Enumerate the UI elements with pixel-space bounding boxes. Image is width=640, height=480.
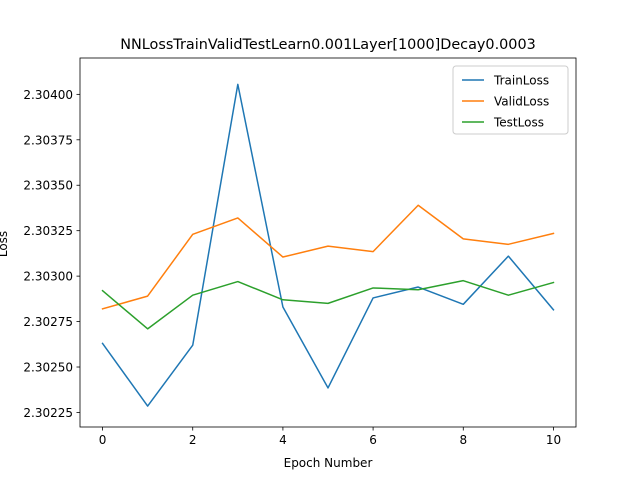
y-tick-label: 2.30250 bbox=[23, 361, 73, 375]
legend-box bbox=[452, 65, 569, 135]
series-line-testloss bbox=[101, 279, 555, 330]
x-tick-label: 4 bbox=[279, 433, 287, 447]
x-axis: 0 2 4 6 8 10 bbox=[99, 427, 561, 447]
legend-label-validloss: ValidLoss bbox=[494, 95, 549, 109]
x-tick-label: 0 bbox=[99, 433, 107, 447]
legend-label-testloss: TestLoss bbox=[493, 116, 544, 130]
x-tick-label: 10 bbox=[546, 433, 561, 447]
series-group bbox=[101, 83, 555, 407]
x-tick-label: 6 bbox=[369, 433, 377, 447]
series-line-validloss bbox=[101, 204, 555, 310]
plot-frame bbox=[79, 57, 577, 428]
y-tick-label: 2.30400 bbox=[23, 88, 73, 102]
y-axis-title: Loss bbox=[0, 231, 10, 257]
legend: TrainLoss ValidLoss TestLoss bbox=[452, 65, 569, 135]
x-tick-label: 8 bbox=[459, 433, 467, 447]
y-axis: 2.30225 2.30250 2.30275 2.30300 2.30325 2.303… bbox=[23, 88, 80, 420]
series-line-trainloss bbox=[101, 83, 555, 407]
chart-title: NNLossTrainValidTestLearn0.001Layer[1000… bbox=[120, 37, 536, 53]
y-tick-label: 2.30225 bbox=[23, 406, 73, 420]
plot-area bbox=[79, 57, 577, 428]
y-tick-label: 2.30275 bbox=[23, 315, 73, 329]
y-tick-label: 2.30350 bbox=[23, 179, 73, 193]
x-tick-label: 2 bbox=[189, 433, 197, 447]
y-tick-label: 2.30300 bbox=[23, 270, 73, 284]
legend-label-trainloss: TrainLoss bbox=[493, 74, 549, 88]
x-axis-title: Epoch Number bbox=[284, 456, 373, 470]
y-tick-label: 2.30375 bbox=[23, 133, 73, 147]
y-tick-label: 2.30325 bbox=[23, 224, 73, 238]
